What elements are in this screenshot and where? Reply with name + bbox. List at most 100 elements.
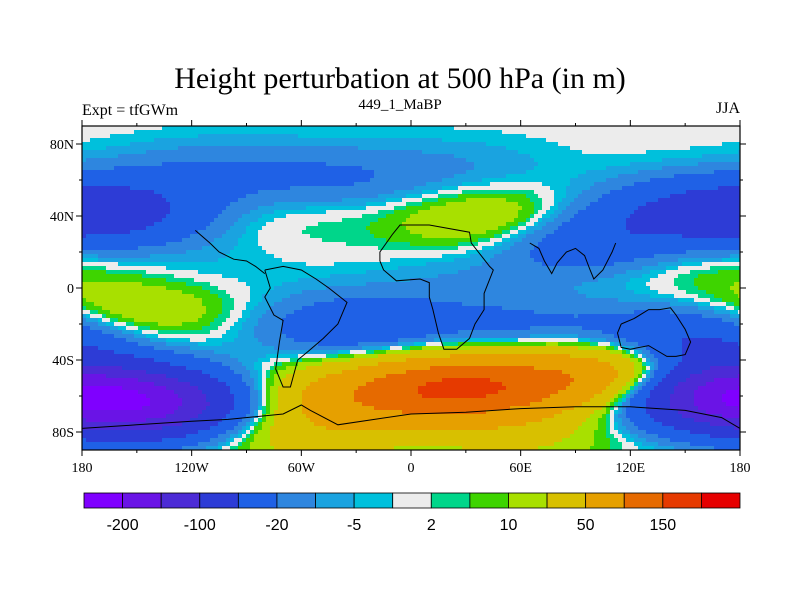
field-cell (654, 146, 659, 151)
field-cell (158, 150, 163, 155)
field-cell (110, 138, 115, 143)
field-cell (682, 230, 687, 235)
field-cell (666, 138, 671, 143)
field-cell (446, 158, 451, 163)
field-cell (346, 218, 351, 223)
field-cell (262, 166, 267, 171)
field-cell (218, 146, 223, 151)
field-cell (190, 126, 195, 131)
field-cell (302, 142, 307, 147)
field-cell (490, 162, 495, 167)
field-cell (638, 238, 643, 243)
field-cell (334, 218, 339, 223)
field-cell (90, 158, 95, 163)
field-cell (126, 202, 131, 207)
field-cell (718, 218, 723, 223)
field-cell (334, 230, 339, 235)
field-cell (450, 154, 455, 159)
field-cell (550, 186, 555, 191)
field-cell (510, 198, 515, 203)
field-cell (318, 162, 323, 167)
field-cell (450, 126, 455, 131)
field-cell (130, 234, 135, 239)
field-cell (346, 202, 351, 207)
field-cell (202, 154, 207, 159)
field-cell (306, 194, 311, 199)
field-cell (338, 130, 343, 135)
field-cell (578, 230, 583, 235)
field-cell (106, 206, 111, 211)
field-cell (294, 198, 299, 203)
field-cell (386, 154, 391, 159)
field-cell (514, 226, 519, 231)
field-cell (370, 126, 375, 131)
field-cell (654, 166, 659, 171)
field-cell (738, 182, 741, 187)
field-cell (182, 170, 187, 175)
field-cell (406, 226, 411, 231)
field-cell (142, 198, 147, 203)
field-cell (726, 218, 731, 223)
field-cell (602, 134, 607, 139)
field-cell (534, 142, 539, 147)
field-cell (230, 138, 235, 143)
field-cell (94, 182, 99, 187)
field-cell (350, 186, 355, 191)
field-cell (114, 214, 119, 219)
field-cell (306, 226, 311, 231)
field-cell (618, 162, 623, 167)
field-cell (158, 182, 163, 187)
field-cell (142, 186, 147, 191)
field-cell (706, 150, 711, 155)
field-cell (606, 234, 611, 239)
field-cell (90, 210, 95, 215)
field-cell (262, 146, 267, 151)
field-cell (390, 138, 395, 143)
field-cell (650, 242, 655, 247)
field-cell (126, 210, 131, 215)
field-cell (254, 198, 259, 203)
field-cell (194, 226, 199, 231)
field-cell (310, 178, 315, 183)
field-cell (474, 182, 479, 187)
field-cell (602, 218, 607, 223)
field-cell (490, 226, 495, 231)
field-cell (154, 146, 159, 151)
field-cell (682, 194, 687, 199)
field-cell (446, 238, 451, 243)
field-cell (250, 166, 255, 171)
field-cell (674, 242, 679, 247)
field-cell (318, 150, 323, 155)
field-cell (402, 158, 407, 163)
field-cell (226, 238, 231, 243)
field-cell (594, 146, 599, 151)
field-cell (146, 142, 151, 147)
field-cell (586, 162, 591, 167)
field-cell (194, 238, 199, 243)
field-cell (618, 150, 623, 155)
field-cell (414, 146, 419, 151)
field-cell (350, 130, 355, 135)
field-cell (178, 198, 183, 203)
field-cell (86, 202, 91, 207)
field-cell (90, 134, 95, 139)
field-cell (114, 202, 119, 207)
field-cell (90, 238, 95, 243)
field-cell (134, 150, 139, 155)
field-cell (406, 210, 411, 215)
field-cell (410, 226, 415, 231)
field-cell (494, 182, 499, 187)
field-cell (614, 214, 619, 219)
field-cell (638, 126, 643, 131)
field-cell (226, 218, 231, 223)
field-cell (298, 174, 303, 179)
field-cell (642, 170, 647, 175)
field-cell (694, 174, 699, 179)
field-cell (134, 134, 139, 139)
field-cell (454, 162, 459, 167)
field-cell (530, 150, 535, 155)
field-cell (402, 238, 407, 243)
field-cell (422, 138, 427, 143)
field-cell (390, 218, 395, 223)
field-cell (314, 138, 319, 143)
